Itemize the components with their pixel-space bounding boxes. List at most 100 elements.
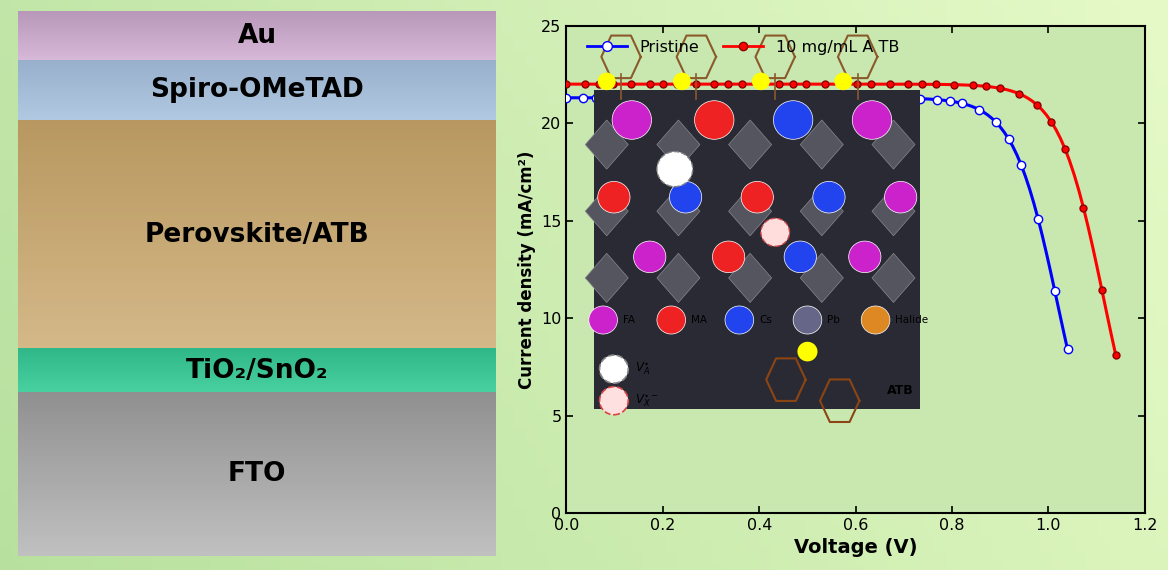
Bar [18, 107, 496, 108]
Bar [18, 37, 496, 39]
Bar [18, 108, 496, 109]
Bar [18, 385, 496, 386]
Bar [18, 447, 496, 451]
Bar [18, 221, 496, 226]
Bar [18, 368, 496, 369]
Bar [18, 58, 496, 59]
Bar [18, 211, 496, 216]
Bar [18, 377, 496, 378]
Bar [18, 461, 496, 465]
Bar [18, 545, 496, 549]
Text: Spiro-OMeTAD: Spiro-OMeTAD [150, 78, 364, 103]
Bar [18, 225, 496, 230]
Text: Au: Au [237, 23, 277, 49]
Bar [18, 13, 496, 14]
Bar [18, 359, 496, 360]
Bar [18, 197, 496, 202]
Bar [18, 496, 496, 500]
Bar [18, 120, 496, 125]
Bar [18, 52, 496, 54]
Bar [18, 82, 496, 83]
Bar [18, 389, 496, 390]
Bar [18, 266, 496, 271]
X-axis label: Voltage (V): Voltage (V) [794, 539, 917, 557]
Bar [18, 170, 496, 175]
Bar [18, 380, 496, 381]
Bar [18, 116, 496, 118]
Bar [18, 76, 496, 78]
Bar [18, 239, 496, 244]
Bar [18, 142, 496, 148]
Bar [18, 184, 496, 189]
Bar [18, 23, 496, 24]
Bar [18, 39, 496, 41]
Bar [18, 72, 496, 74]
Bar [18, 383, 496, 385]
Bar [18, 42, 496, 44]
Bar [18, 376, 496, 377]
Bar [18, 99, 496, 101]
Bar [18, 339, 496, 344]
Bar [18, 59, 496, 60]
Bar [18, 67, 496, 69]
Bar [18, 248, 496, 253]
Bar [18, 12, 496, 13]
Bar [18, 79, 496, 81]
Bar [18, 27, 496, 28]
Bar [18, 105, 496, 107]
Bar [18, 344, 496, 349]
Bar [18, 78, 496, 80]
Bar [18, 372, 496, 373]
Bar [18, 53, 496, 55]
Bar [18, 55, 496, 56]
Bar [18, 114, 496, 116]
Bar [18, 519, 496, 523]
Bar [18, 348, 496, 350]
Bar [18, 38, 496, 40]
Bar [18, 303, 496, 308]
Bar [18, 298, 496, 303]
Bar [18, 412, 496, 416]
Bar [18, 376, 496, 378]
Bar [18, 253, 496, 258]
Bar [18, 335, 496, 340]
Bar [18, 21, 496, 22]
Bar [18, 117, 496, 119]
Bar [18, 391, 496, 392]
Bar [18, 174, 496, 180]
Bar [18, 80, 496, 82]
Bar [18, 16, 496, 17]
Bar [18, 388, 496, 389]
Bar [18, 156, 496, 161]
Bar [18, 415, 496, 418]
Bar [18, 464, 496, 467]
Bar [18, 378, 496, 380]
Bar [18, 23, 496, 25]
Bar [18, 386, 496, 388]
Bar [18, 510, 496, 514]
Bar [18, 63, 496, 65]
Bar [18, 46, 496, 48]
Bar [18, 280, 496, 285]
Bar [18, 56, 496, 58]
Bar [18, 552, 496, 556]
Bar [18, 284, 496, 290]
Bar [18, 532, 496, 536]
Bar [18, 47, 496, 48]
Bar [18, 90, 496, 92]
Bar [18, 133, 496, 139]
Bar [18, 179, 496, 184]
Bar [18, 529, 496, 533]
Bar [18, 17, 496, 18]
Bar [18, 549, 496, 552]
Bar [18, 111, 496, 113]
Bar [18, 421, 496, 425]
Bar [18, 86, 496, 88]
Bar [18, 373, 496, 374]
Bar [18, 357, 496, 359]
Bar [18, 40, 496, 42]
Bar [18, 85, 496, 87]
Bar [18, 112, 496, 114]
Text: Perovskite/ATB: Perovskite/ATB [145, 222, 369, 247]
Bar [18, 381, 496, 383]
